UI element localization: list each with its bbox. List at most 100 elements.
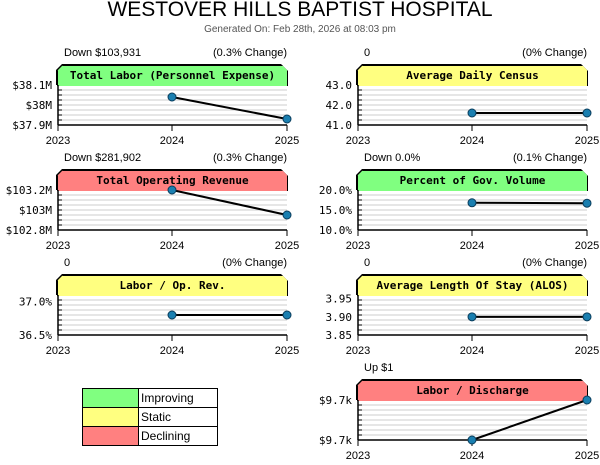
chart-panel: Down $281,902 (0.3% Change) Total Operat… [0,152,300,257]
chart-title: Total Labor (Personnel Expense) [57,65,288,86]
y-tick-label: $102.8M [6,224,53,237]
x-tick-label: 2023 [346,345,370,357]
y-tick-label: 41.0 [326,119,353,132]
y-tick-label: 15.0% [319,204,352,217]
chart-panel: 0 (0% Change) Average Length Of Stay (AL… [300,257,600,362]
data-point [167,185,177,195]
data-point [582,312,592,322]
legend-item: Improving [83,389,217,408]
legend-item: Declining [83,427,217,445]
y-tick-label: 37.0% [19,296,52,309]
legend-swatch [83,389,139,407]
change-amount: Up $1 [364,362,394,374]
legend-swatch [83,427,139,445]
y-tick-label: $103.2M [6,184,53,197]
chart-plot: 3.95 3.90 3.85 2023 2024 2025 [326,293,600,357]
change-percent: (0.3% Change) [213,47,287,59]
change-percent: (0.1% Change) [513,152,587,164]
x-tick-label: 2025 [275,240,299,252]
data-point [467,435,477,445]
chart-plot: 20.0% 15.0% 10.0% 2023 2024 2025 [319,184,599,252]
data-point [467,198,477,208]
chart-panel: Down $103,931 (0.3% Change) Total Labor … [0,47,300,152]
chart-panel: Down 0.0% (0.1% Change) Percent of Gov. … [300,152,600,257]
x-tick-label: 2025 [575,450,599,462]
series-line [171,96,288,120]
legend-item: Static [83,408,217,427]
data-point [167,310,177,320]
y-tick-label: 20.0% [319,184,352,197]
y-tick-label: $103M [19,204,52,217]
x-tick-label: 2023 [46,135,70,147]
x-tick-label: 2023 [346,135,370,147]
chart-title: Average Length Of Stay (ALOS) [357,275,588,296]
x-tick-label: 2025 [275,345,299,357]
x-tick-label: 2023 [46,345,70,357]
legend: Improving Static Declining [82,388,218,446]
y-tick-label: 42.0 [326,99,353,112]
y-tick-label: 3.90 [326,311,353,324]
page-title: WESTOVER HILLS BAPTIST HOSPITAL [107,0,493,21]
change-amount: Down $103,931 [64,47,142,59]
chart-plot: $9.7k $9.7k 2023 2024 2025 [319,394,599,462]
y-tick-label: $38.1M [12,79,52,92]
chart-panel: 0 (0% Change) Labor / Op. Rev. 37.0% 36.5%… [0,257,300,362]
data-point [282,310,292,320]
series-line [171,189,288,216]
change-amount: 0 [364,257,371,269]
chart-title: Average Daily Census [357,65,588,86]
data-point [582,198,592,208]
y-tick-label: 43.0 [326,79,353,92]
y-tick-label: 10.0% [319,224,352,237]
chart-panel: 0 (0% Change) Average Daily Census 43.0 42… [300,47,600,152]
change-amount: 0 [364,47,371,59]
data-point [582,395,592,405]
chart-title: Labor / Op. Rev. [57,275,288,296]
y-tick-label: 3.85 [326,329,353,342]
legend-swatch [83,408,139,426]
generated-timestamp: Generated On: Feb 28th, 2026 at 08:03 pm [204,24,396,35]
x-tick-label: 2024 [160,240,184,252]
data-point [282,114,292,124]
legend-label: Static [141,410,172,424]
x-tick-label: 2024 [460,240,484,252]
chart-plot: 37.0% 36.5% 2023 2024 2025 [19,295,299,357]
x-tick-label: 2024 [160,345,184,357]
x-tick-label: 2023 [346,240,370,252]
chart-title: Labor / Discharge [357,380,588,401]
data-point [167,92,177,102]
x-tick-label: 2024 [460,450,484,462]
y-tick-label: $9.7k [319,394,352,407]
change-percent: (0% Change) [522,257,587,269]
legend-label: Declining [141,429,191,443]
chart-plot: $103.2M $103M $102.8M 2023 2024 2025 [6,184,300,252]
x-tick-label: 2025 [575,240,599,252]
change-amount: Down $281,902 [64,152,142,164]
chart-plot: $38.1M $38M $37.9M 2023 2024 2025 [12,79,299,147]
y-tick-label: $38M [26,99,53,112]
chart-title: Percent of Gov. Volume [357,170,588,191]
y-tick-label: $37.9M [12,119,52,132]
change-percent: (0.3% Change) [213,152,287,164]
x-tick-label: 2023 [346,450,370,462]
chart-panel: Up $1 Labor / Discharge $9.7k $9.7k 2023 202… [300,362,600,465]
y-tick-label: 3.95 [326,293,353,306]
x-tick-label: 2025 [575,135,599,147]
y-tick-label: 36.5% [19,329,52,342]
change-amount: Down 0.0% [364,152,421,164]
series-line [471,399,588,441]
x-tick-label: 2023 [46,240,70,252]
legend-label: Improving [141,391,194,405]
x-tick-label: 2025 [575,345,599,357]
data-point [467,312,477,322]
data-point [467,108,477,118]
change-percent: (0% Change) [222,257,287,269]
x-tick-label: 2024 [460,135,484,147]
y-tick-label: $9.7k [319,434,352,447]
x-tick-label: 2025 [275,135,299,147]
change-percent: (0% Change) [522,47,587,59]
data-point [582,108,592,118]
change-amount: 0 [64,257,71,269]
x-tick-label: 2024 [160,135,184,147]
